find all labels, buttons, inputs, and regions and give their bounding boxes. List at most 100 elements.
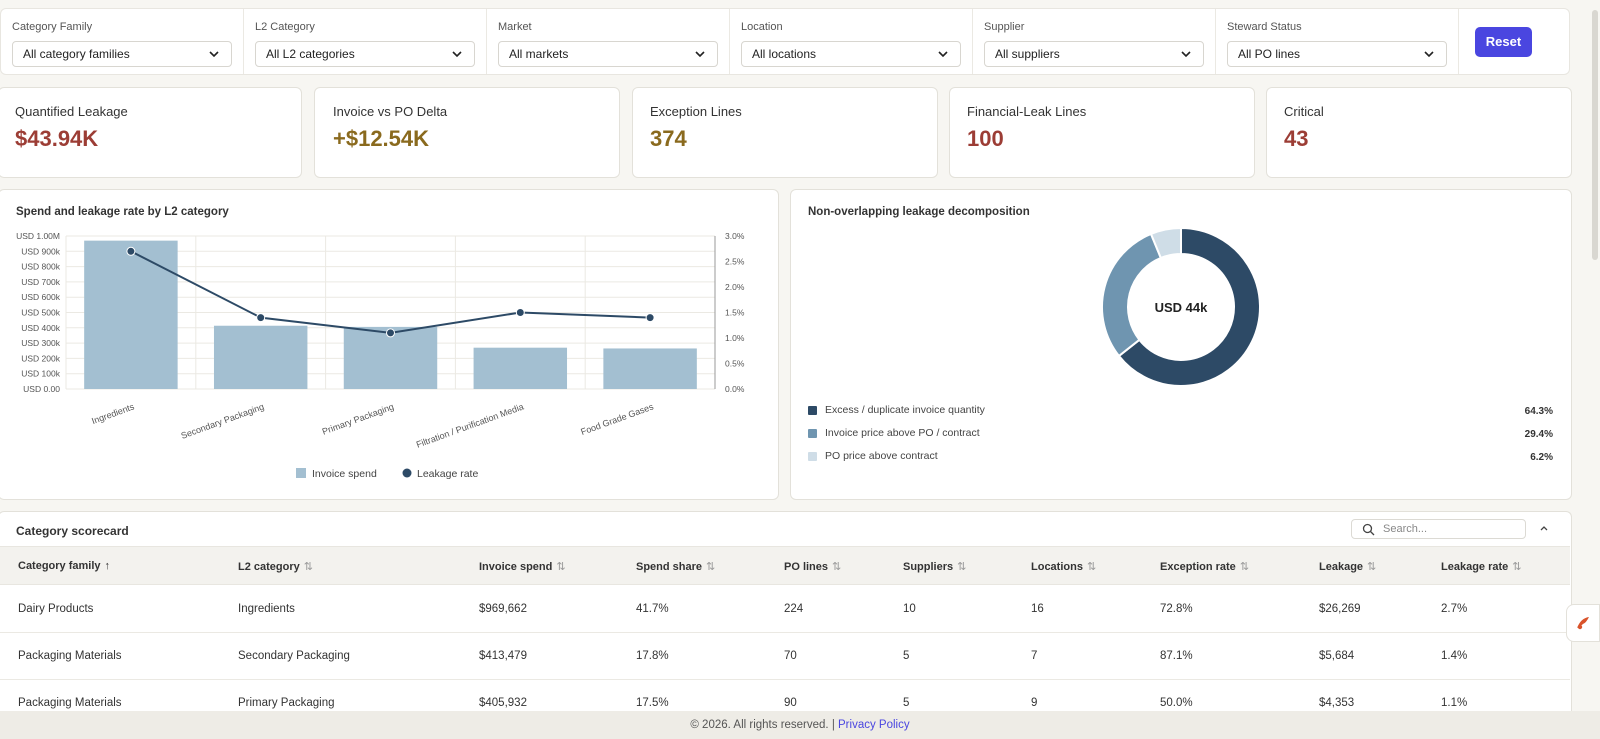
x-tick-label: Secondary Packaging [180,401,266,440]
supplier-select[interactable]: All suppliers [984,41,1204,67]
sort-icon: ⇅ [1086,561,1097,573]
filter-label: Market [498,21,532,33]
cell-locations: 16 [1031,603,1044,615]
reset-wrap: Reset [1459,9,1569,74]
y-tick-label: USD 0.00 [23,384,60,394]
bar [84,240,178,389]
filter-market: Market All markets [487,9,730,74]
market-select[interactable]: All markets [498,41,718,67]
column-label: Spend share [636,561,703,573]
sort-asc-icon: ↑ [104,560,111,572]
cell-invoice-spend: $969,662 [479,603,527,615]
cell-leakage-rate: 1.1% [1441,697,1468,709]
y2-tick-label: 0.5% [725,359,745,369]
chevron-down-icon [209,51,219,58]
kpi-label: Invoice vs PO Delta [333,104,448,119]
column-label: Suppliers [903,561,954,573]
x-tick-label: Ingredients [90,401,136,426]
y-tick-label: USD 100k [21,369,60,379]
col-header-leakage-rate[interactable]: Leakage rate ⇅ [1441,560,1521,573]
cell-l2-category: Ingredients [238,603,295,615]
sort-icon: ⇅ [957,561,967,573]
legend-percent: 29.4% [1524,429,1553,440]
filter-bar: Category Family All category families L2… [0,8,1570,75]
y2-tick-label: 2.0% [725,282,745,292]
donut-slice [1149,226,1182,260]
leakage-rate-point [386,328,395,338]
footer: © 2026. All rights reserved. | Privacy P… [0,711,1600,739]
search-icon [1362,523,1375,535]
cell-suppliers: 5 [903,697,910,709]
col-header-suppliers[interactable]: Suppliers ⇅ [903,560,966,573]
chevron-down-icon [695,51,705,58]
legend-label: Invoice price above PO / contract [825,427,980,439]
assistant-launcher-button[interactable] [1566,604,1600,642]
scrollbar-thumb[interactable] [1592,10,1598,260]
col-header-l2-category[interactable]: L2 category ⇅ [238,560,313,573]
panel-title: Non-overlapping leakage decomposition [808,206,1030,218]
col-header-exception-rate[interactable]: Exception rate ⇅ [1160,560,1249,573]
donut-legend-item: Excess / duplicate invoice quantity [808,404,985,416]
cell-po-lines: 70 [784,650,797,662]
cell-leakage: $26,269 [1319,603,1361,615]
cell-exception-rate: 72.8% [1160,603,1193,615]
steward-status-select[interactable]: All PO lines [1227,41,1447,67]
x-tick-label: Filtration / Purification Media [415,401,525,449]
filter-label: L2 Category [255,21,315,33]
y-tick-label: USD 300k [21,338,60,348]
chevron-down-icon [452,51,462,58]
l2-category-select[interactable]: All L2 categories [255,41,475,67]
filter-label: Category Family [12,21,93,33]
scorecard-header-row: Category family ↑ L2 category ⇅ Invoice sp… [0,546,1570,585]
y-tick-label: USD 800k [21,262,60,272]
col-header-locations[interactable]: Locations ⇅ [1031,560,1096,573]
kpi-label: Quantified Leakage [15,104,128,119]
cell-invoice-spend: $405,932 [479,697,527,709]
bar [603,348,697,389]
legend-swatch [296,468,306,478]
cell-exception-rate: 50.0% [1160,697,1193,709]
page-scrollbar[interactable] [1590,0,1600,711]
panel-title: Spend and leakage rate by L2 category [16,206,229,218]
leakage-rate-point [645,313,655,323]
col-header-category-family[interactable]: Category family ↑ [18,560,110,572]
leakage-rate-line [130,250,651,334]
location-select[interactable]: All locations [741,41,961,67]
cell-suppliers: 5 [903,650,910,662]
col-header-spend-share[interactable]: Spend share ⇅ [636,560,715,573]
legend-swatch [808,451,817,461]
col-header-po-lines[interactable]: PO lines ⇅ [784,560,841,573]
leakage-rate-point [515,308,525,317]
donut-slice [1117,226,1261,387]
cell-l2-category: Secondary Packaging [238,650,350,662]
donut-center-label: USD 44k [1155,300,1209,315]
scorecard-search-input[interactable]: Search... [1351,519,1526,539]
donut-slice [1101,232,1163,358]
y-tick-label: USD 200k [21,353,60,363]
kpi-value: $43.94K [15,126,99,151]
privacy-policy-link[interactable]: Privacy Policy [838,719,910,731]
filter-steward-status: Steward Status All PO lines [1216,9,1459,74]
donut-legend-item: PO price above contract [808,450,938,462]
sort-icon: ⇅ [1367,561,1377,573]
col-header-invoice-spend[interactable]: Invoice spend ⇅ [479,560,566,573]
column-label: Locations [1031,561,1083,573]
select-value: All markets [509,47,569,61]
y-tick-label: USD 900k [21,246,60,256]
kpi-value: 100 [967,126,1004,151]
donut-legend-item: Invoice price above PO / contract [808,427,980,439]
reset-button[interactable]: Reset [1475,26,1532,57]
filter-label: Supplier [984,21,1025,33]
col-header-leakage[interactable]: Leakage ⇅ [1319,560,1376,573]
table-row[interactable]: Packaging Materials Secondary Packaging … [0,633,1570,680]
legend-label: PO price above contract [825,450,938,462]
legend-swatch [808,428,817,438]
collapse-chevron-icon[interactable] [1538,522,1550,534]
category-family-select[interactable]: All category families [12,41,232,67]
table-row[interactable]: Dairy Products Ingredients $969,662 41.7… [0,586,1570,633]
select-value: All suppliers [995,47,1060,61]
legend-label: Leakage rate [417,468,478,480]
bar [473,347,568,389]
spend-leakage-chart: USD 0.00 USD 100k USD 200k USD 300k USD 400k… [16,231,745,480]
select-value: All locations [752,47,817,61]
